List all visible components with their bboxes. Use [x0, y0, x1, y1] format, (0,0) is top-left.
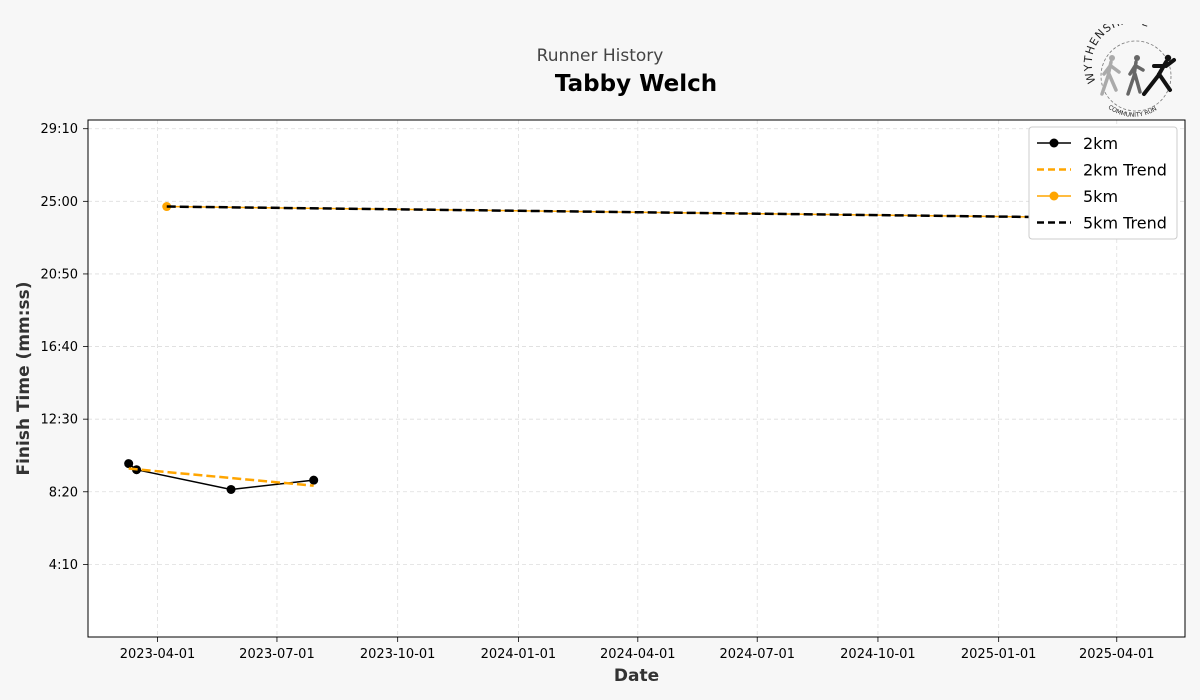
series-line-0 [128, 463, 314, 491]
y-tick-label: 8:20 [49, 485, 78, 500]
x-tick-label: 2024-01-01 [481, 647, 557, 662]
x-tick-label: 2024-10-01 [840, 647, 916, 662]
legend-label: 5km Trend [1083, 214, 1167, 233]
legend-label: 2km [1083, 134, 1118, 153]
svg-text:COMMUNITY RUN: COMMUNITY RUN [1107, 104, 1158, 119]
x-tick-label: 2023-10-01 [360, 647, 436, 662]
plot-frame [87, 119, 1186, 638]
runner-silhouette-icon [1100, 54, 1176, 96]
svg-text:WYTHENSHAWE: WYTHENSHAWE [1082, 24, 1152, 85]
x-tick-label: 2025-01-01 [961, 647, 1037, 662]
legend-box [1028, 126, 1178, 240]
data-point [226, 484, 236, 494]
x-tick-label: 2024-04-01 [600, 647, 676, 662]
logo-top-text: WYTHENSHAWE [1082, 24, 1151, 85]
logo-bottom-text: COMMUNITY RUN [1107, 104, 1158, 119]
y-tick-label: 20:50 [41, 267, 78, 282]
y-axis-label: Finish Time (mm:ss) [14, 281, 34, 475]
data-point [309, 475, 319, 485]
chart-title: Tabby Welch [554, 71, 718, 97]
legend-marker [1049, 138, 1059, 148]
series-line-1 [128, 467, 314, 487]
y-tick-label: 4:10 [49, 558, 78, 573]
x-tick-label: 2023-04-01 [120, 647, 196, 662]
x-tick-label: 2025-04-01 [1079, 647, 1155, 662]
x-tick-label: 2024-07-01 [719, 647, 795, 662]
y-tick-label: 29:10 [41, 122, 78, 137]
chart-supertitle: Runner History [536, 46, 664, 66]
y-tick-label: 16:40 [41, 340, 78, 355]
legend-label: 5km [1083, 187, 1118, 206]
data-point [124, 459, 134, 469]
y-tick-label: 12:30 [41, 413, 78, 428]
y-tick-label: 25:00 [41, 195, 78, 210]
legend-label: 2km Trend [1083, 161, 1167, 180]
legend-marker [1049, 191, 1059, 201]
series-line-3 [166, 205, 1132, 220]
x-tick-label: 2023-07-01 [239, 647, 315, 662]
x-axis-label: Date [614, 666, 659, 686]
plot-area [88, 120, 1185, 637]
wythenshawe-logo: WYTHENSHAWE COMMUNITY RUN [1082, 24, 1176, 119]
